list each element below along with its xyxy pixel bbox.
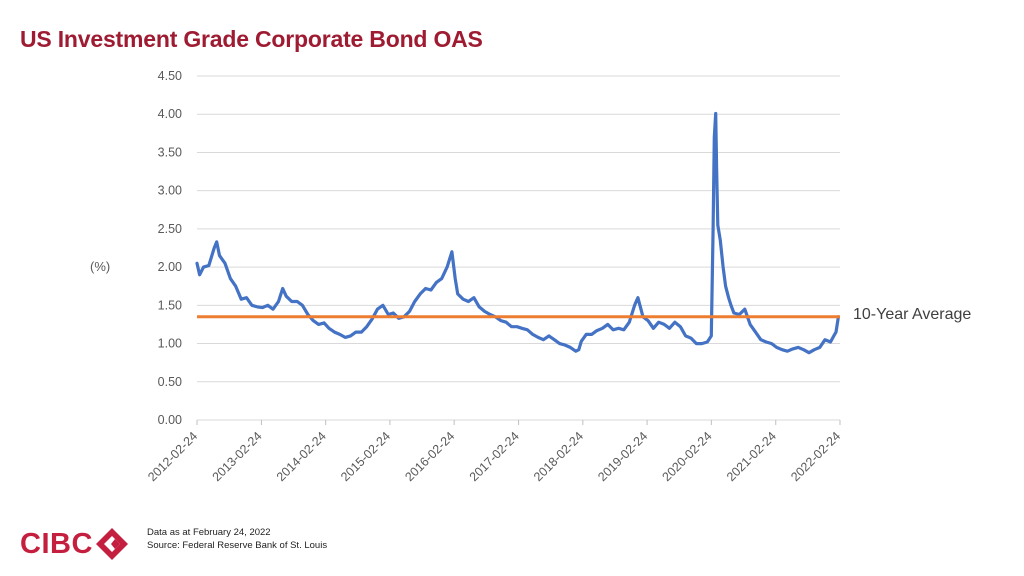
cibc-logo-text: CIBC — [20, 528, 93, 560]
oas-series-line — [195, 111, 840, 355]
cibc-logo: CIBC — [20, 527, 129, 561]
x-tick-label: 2017-02-24 — [467, 429, 522, 484]
x-tick-label: 2020-02-24 — [660, 429, 715, 484]
y-tick-label: 4.50 — [158, 69, 182, 83]
x-tick-label: 2019-02-24 — [595, 429, 650, 484]
x-tick-label: 2012-02-24 — [145, 429, 200, 484]
source-note: Source: Federal Reserve Bank of St. Loui… — [147, 540, 328, 551]
x-tick-label: 2014-02-24 — [274, 429, 329, 484]
y-tick-label: 2.50 — [158, 222, 182, 236]
cibc-diamond-icon — [95, 528, 128, 560]
average-line-label: 10-Year Average — [853, 306, 972, 323]
y-tick-label: 2.00 — [158, 260, 182, 274]
y-tick-label: 0.50 — [158, 375, 182, 389]
y-tick-label: 3.50 — [158, 145, 182, 159]
data-date-note: Data as at February 24, 2022 — [147, 527, 271, 538]
y-axis-label: (%) — [90, 259, 111, 274]
y-tick-label: 3.00 — [158, 184, 182, 198]
y-tick-label: 1.00 — [158, 337, 182, 351]
x-tick-label: 2021-02-24 — [724, 429, 779, 484]
oas-line-chart: 0.00 0.50 1.00 1.50 2.00 2.50 3.00 3.50 4.00 4.50… — [145, 69, 843, 484]
x-tick-label: 2022-02-24 — [788, 429, 843, 484]
x-tick-label: 2013-02-24 — [210, 429, 265, 484]
y-tick-label: 1.50 — [158, 298, 182, 312]
x-tick-label: 2018-02-24 — [531, 429, 586, 484]
x-tick-label: 2015-02-24 — [338, 429, 393, 484]
y-tick-label: 0.00 — [158, 413, 182, 427]
y-tick-label: 4.00 — [158, 107, 182, 121]
chart-title: US Investment Grade Corporate Bond OAS — [20, 26, 483, 52]
x-tick-label: 2016-02-24 — [402, 429, 457, 484]
